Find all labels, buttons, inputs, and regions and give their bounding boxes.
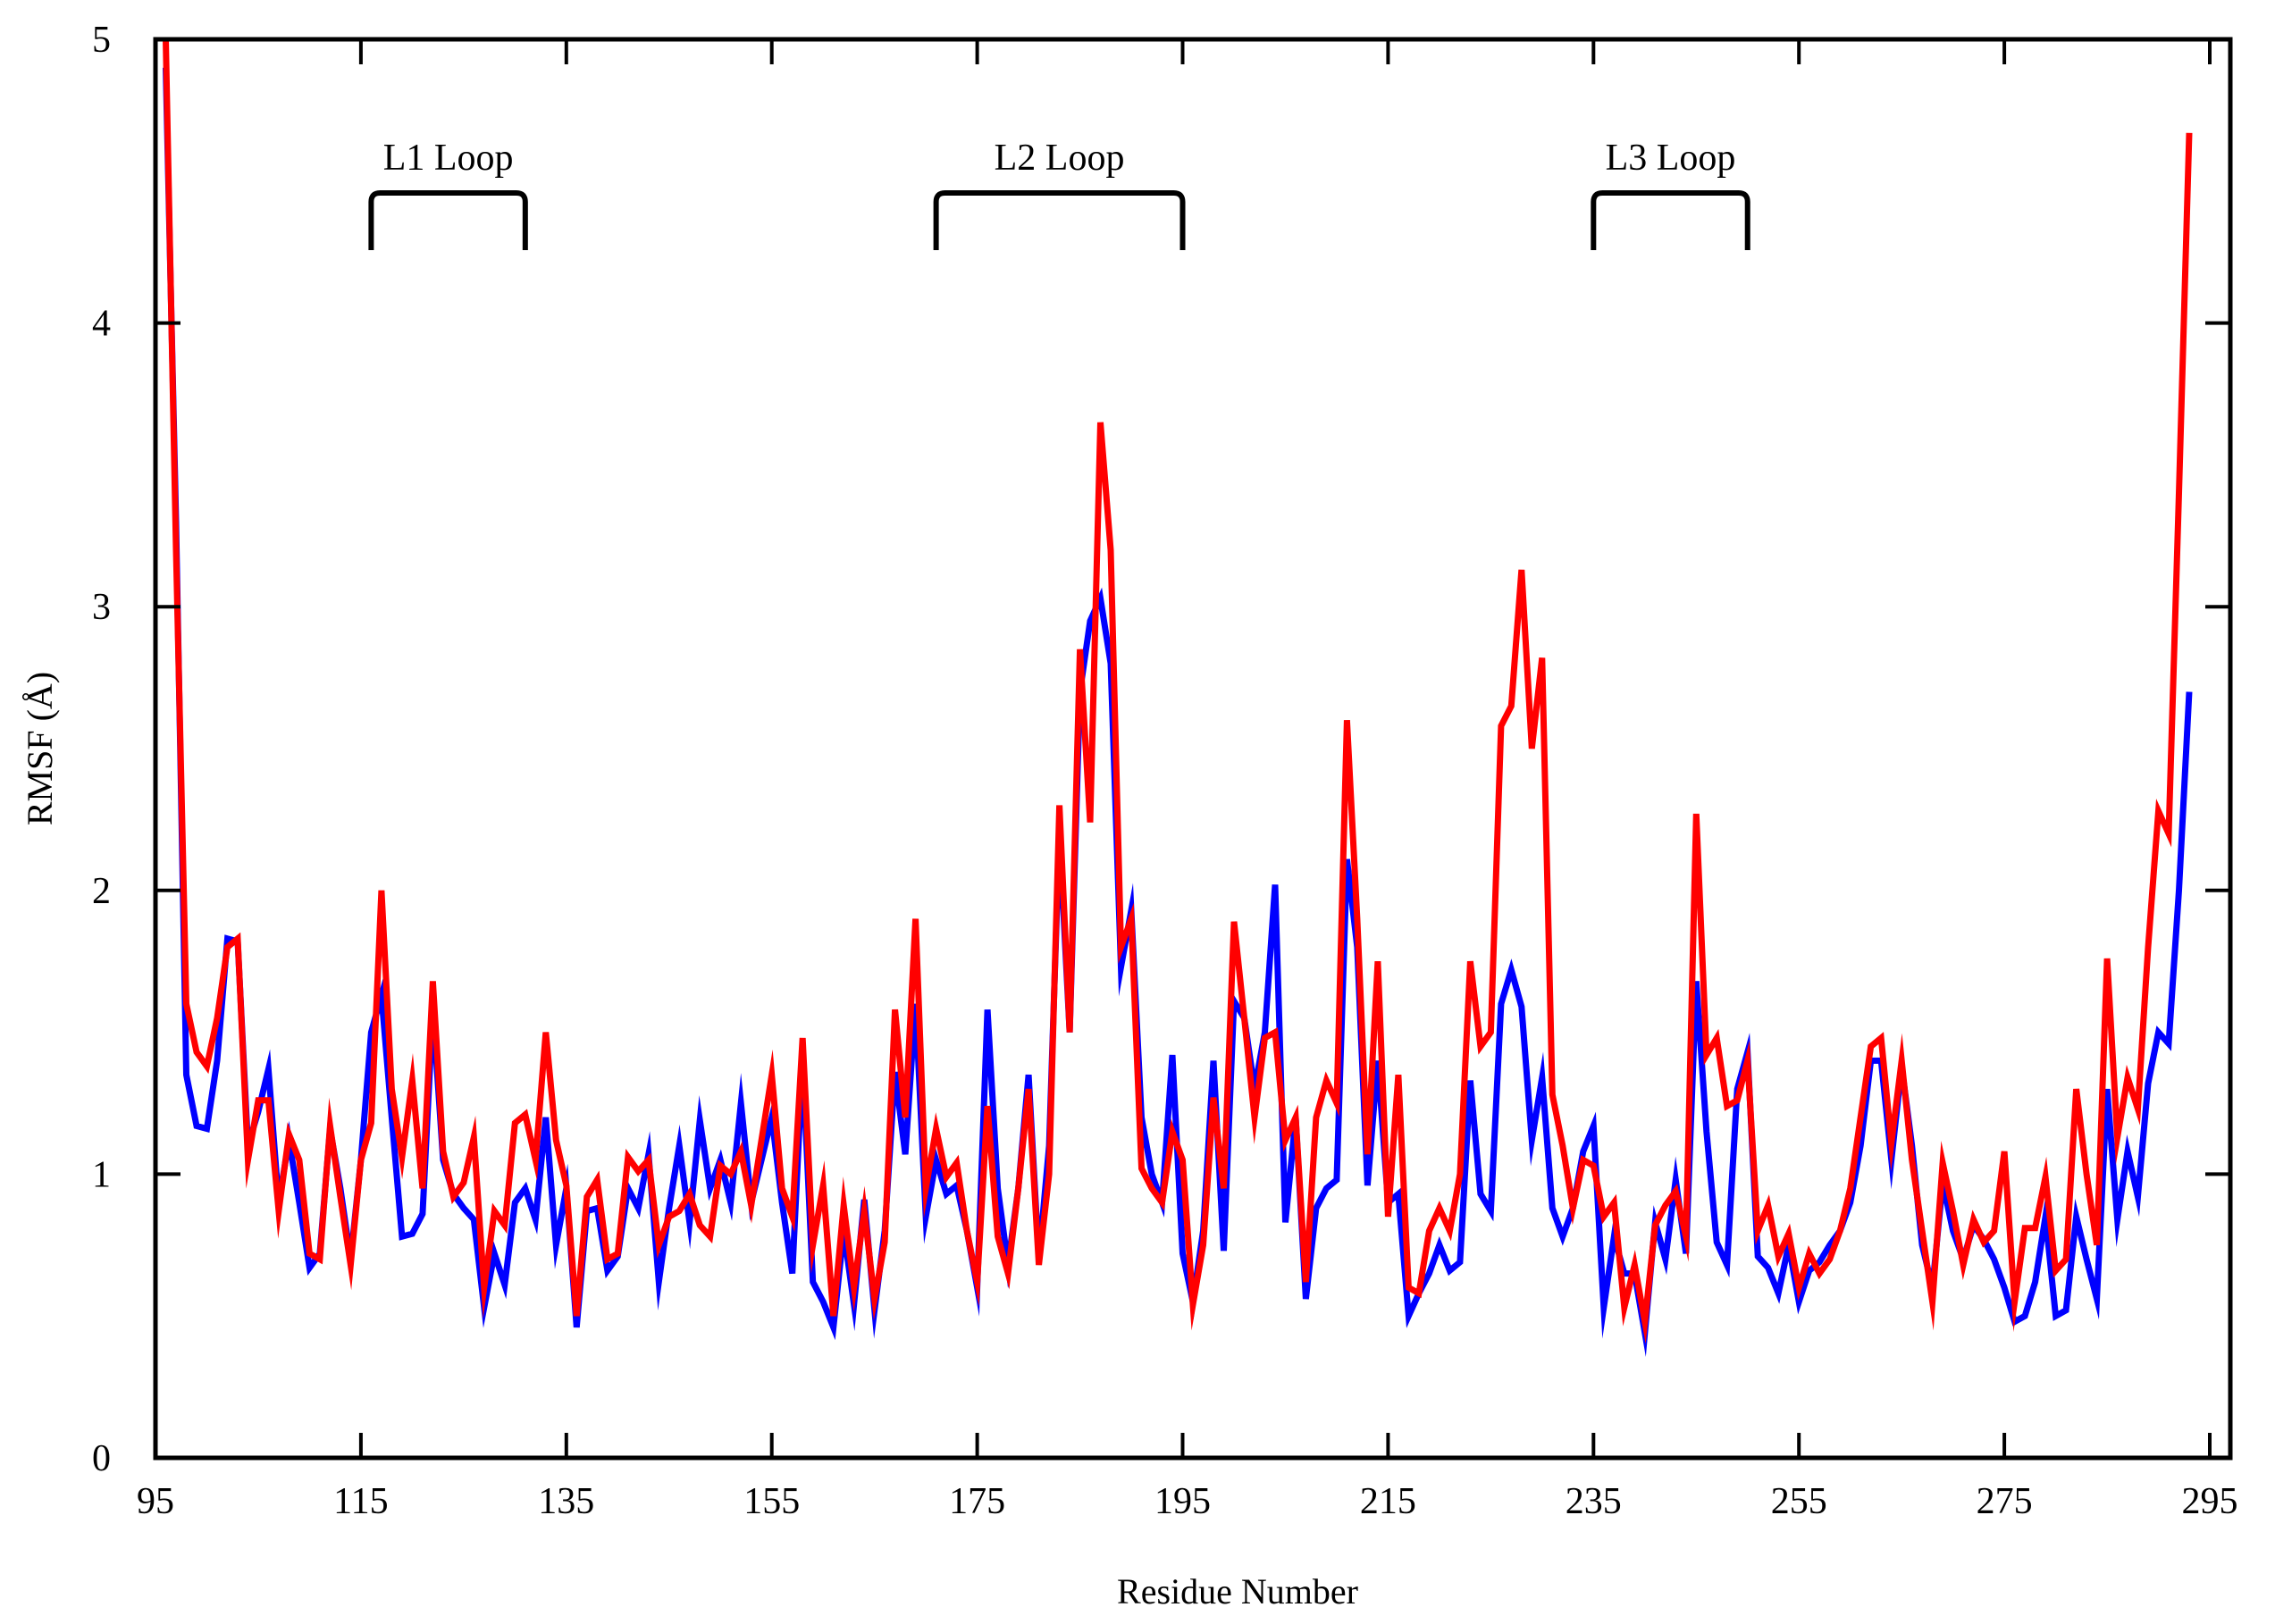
plot-frame bbox=[153, 37, 2233, 1461]
y-tick-label: 2 bbox=[92, 871, 111, 912]
y-tick-label: 3 bbox=[92, 587, 111, 628]
x-tick-label: 255 bbox=[1771, 1481, 1827, 1522]
y-tick-label: 4 bbox=[92, 304, 111, 345]
x-tick-label: 155 bbox=[743, 1481, 800, 1522]
series-layer bbox=[163, 38, 2193, 1357]
loop-bracket bbox=[368, 190, 528, 250]
x-tick-label: 135 bbox=[538, 1481, 594, 1522]
x-axis-title: Residue Number bbox=[1117, 1571, 1358, 1611]
loop-label: L1 Loop bbox=[383, 138, 514, 179]
x-tick-label: 275 bbox=[1977, 1481, 2033, 1522]
x-tick-label: 295 bbox=[2182, 1481, 2238, 1522]
tick-layer: 95 115 135 155 175 195 215 235 255 275 295 0 1 2 3 4 5 bbox=[92, 20, 2238, 1522]
annotation-layer: L1 Loop L2 Loop L3 Loop bbox=[368, 138, 1750, 250]
x-tick-label: 215 bbox=[1360, 1481, 1416, 1522]
x-tick-label: 115 bbox=[333, 1481, 388, 1522]
y-tick-label: 0 bbox=[92, 1438, 111, 1479]
y-tick-label: 5 bbox=[92, 20, 111, 61]
x-tick-label: 235 bbox=[1566, 1481, 1622, 1522]
x-tick-label: 175 bbox=[949, 1481, 1005, 1522]
x-tick-label: 95 bbox=[137, 1481, 174, 1522]
y-axis-title: RMSF (Å) bbox=[20, 672, 60, 825]
x-tick-label: 195 bbox=[1154, 1481, 1211, 1522]
loop-bracket bbox=[933, 190, 1186, 250]
series-2-line bbox=[163, 38, 2193, 1344]
loop-bracket bbox=[1591, 190, 1750, 250]
loop-label: L3 Loop bbox=[1606, 138, 1736, 179]
loop-label: L2 Loop bbox=[995, 138, 1125, 179]
y-tick-label: 1 bbox=[92, 1154, 111, 1195]
